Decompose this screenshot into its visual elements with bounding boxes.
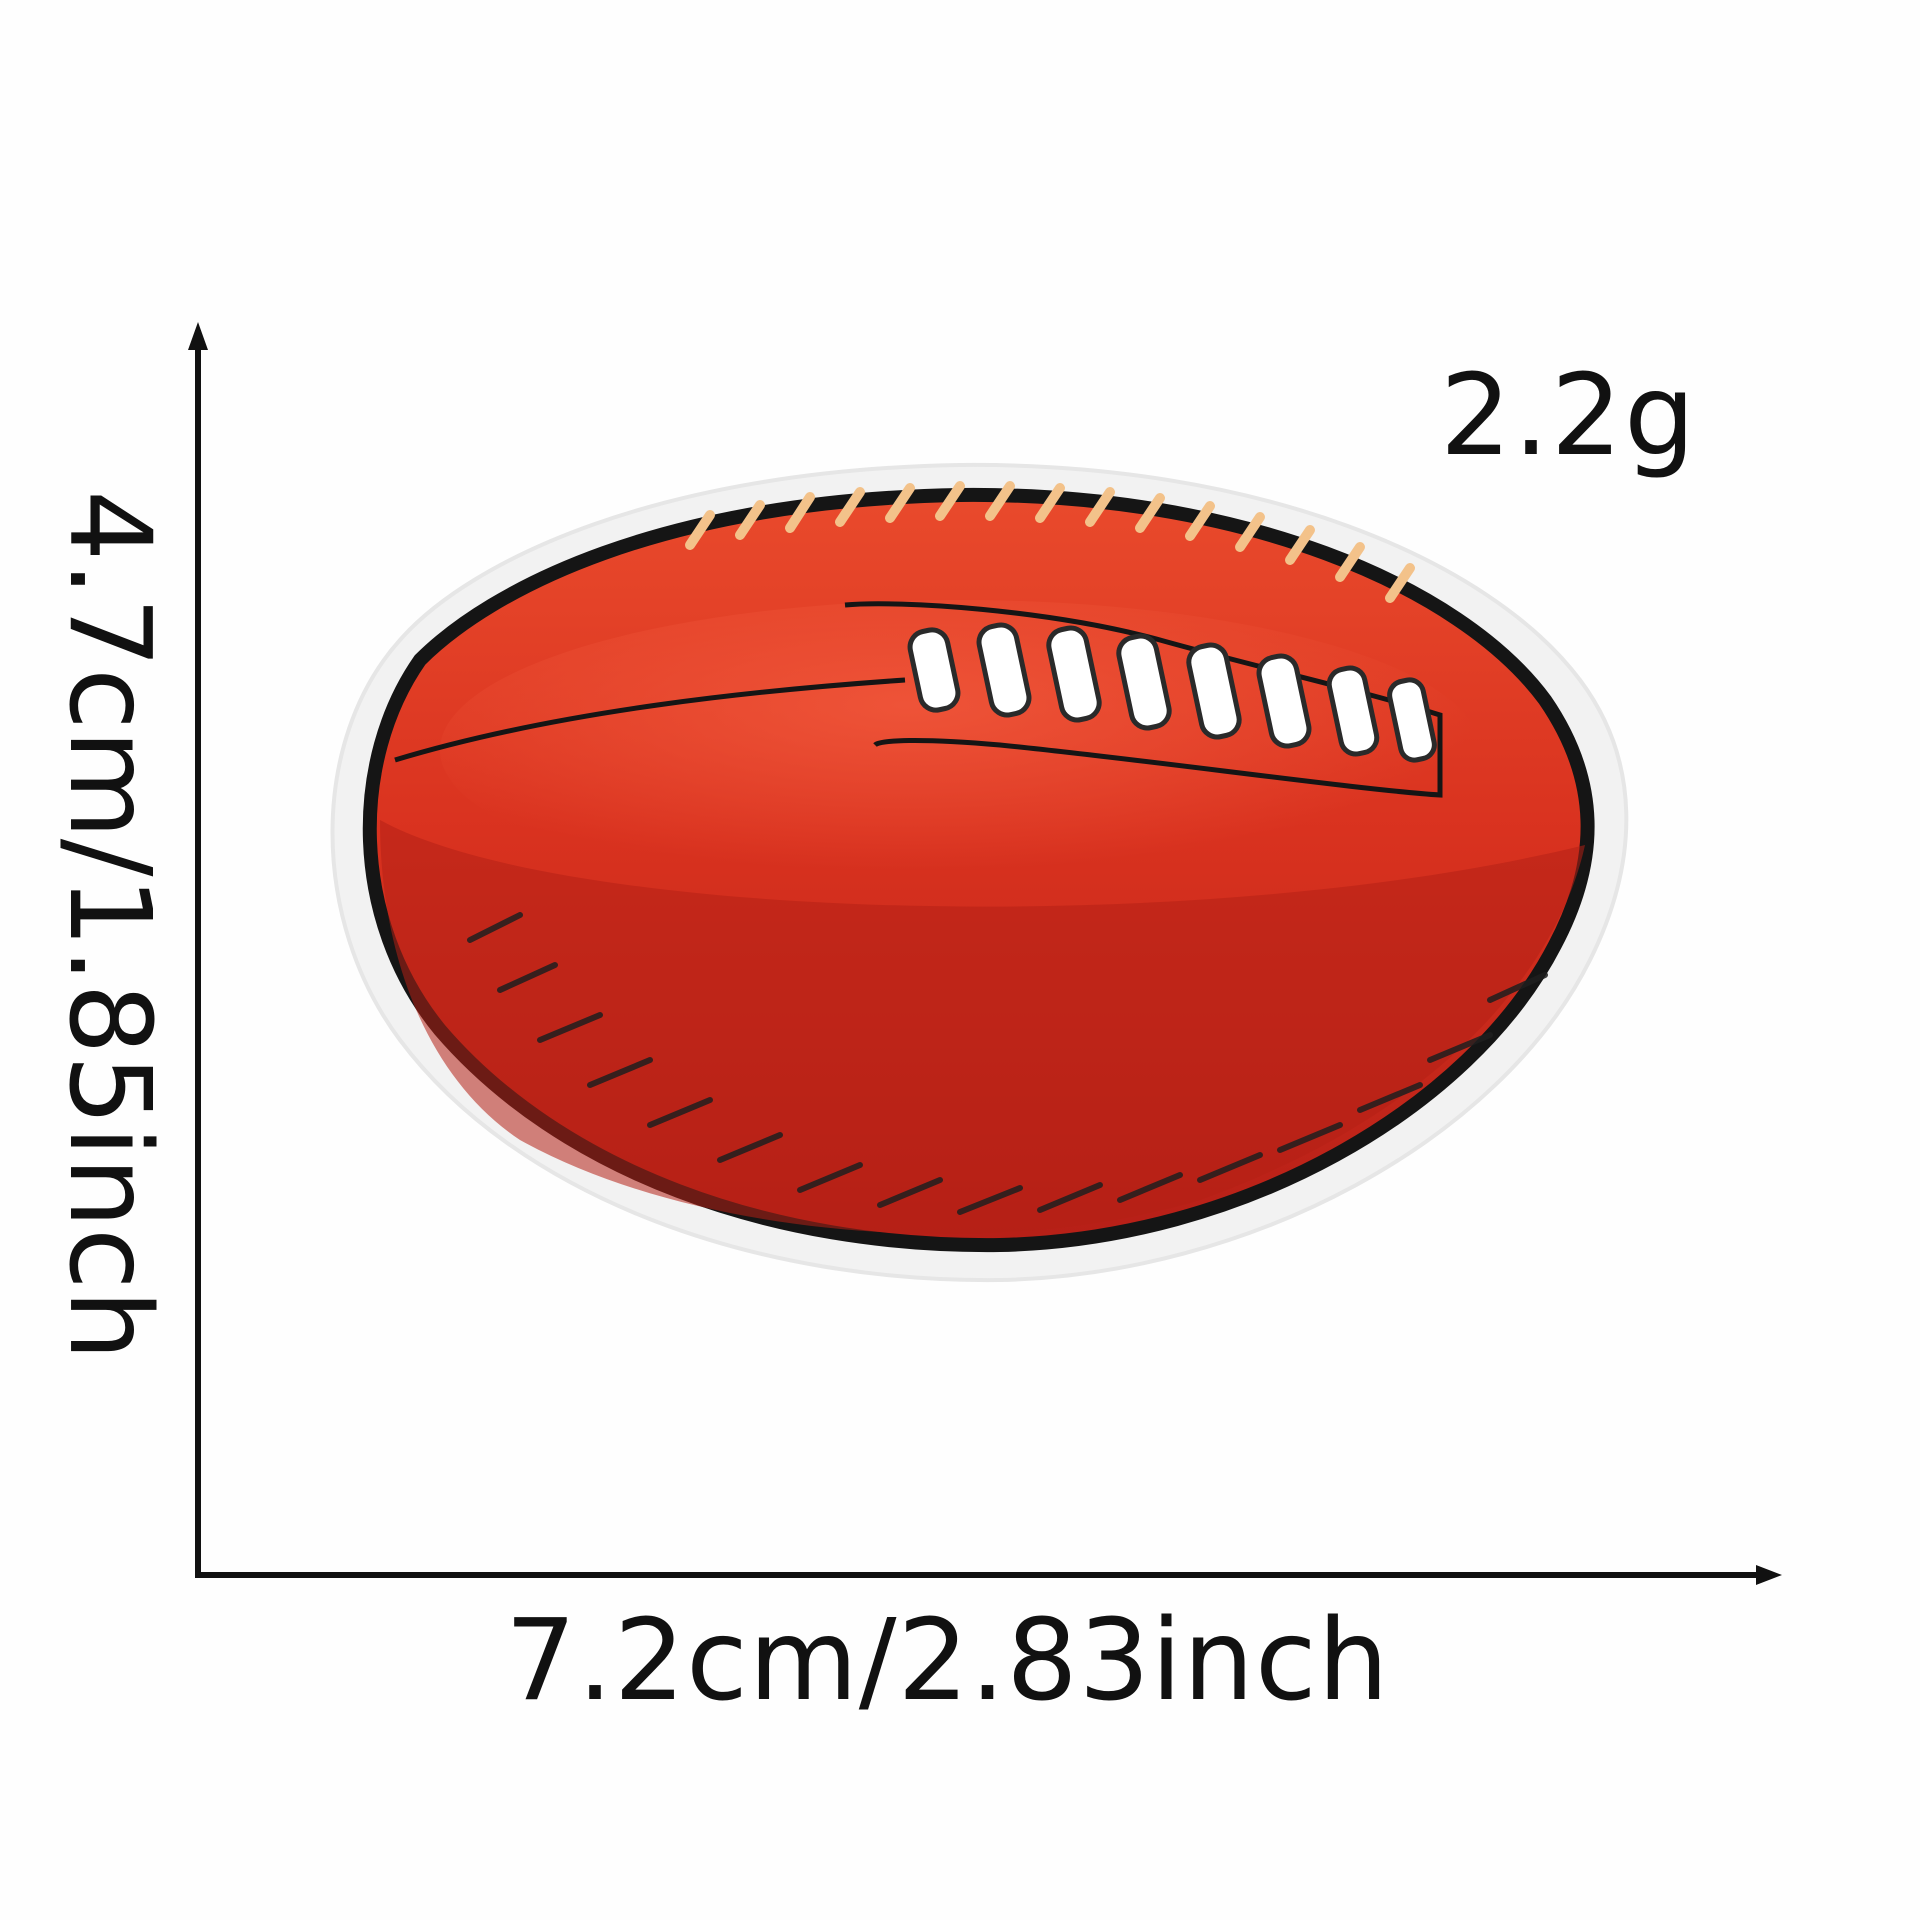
ball-shine	[440, 600, 1480, 900]
weight-label: 2.2g	[1440, 351, 1698, 481]
lace-panel	[844, 601, 1443, 798]
ball-lower-shade	[380, 820, 1585, 1234]
height-dimension-label: 4.7cm/1.85inch	[44, 490, 174, 1361]
top-stitch-highlight	[685, 481, 1415, 603]
bottom-stitch-marks	[467, 912, 1548, 1215]
ball-seam	[394, 677, 906, 763]
measurement-axes	[188, 322, 1782, 1585]
width-dimension-label: 7.2cm/2.83inch	[505, 1596, 1390, 1726]
right-arrow-icon	[1756, 1565, 1782, 1585]
up-arrow-icon	[188, 322, 208, 350]
football-laces	[907, 622, 1437, 763]
